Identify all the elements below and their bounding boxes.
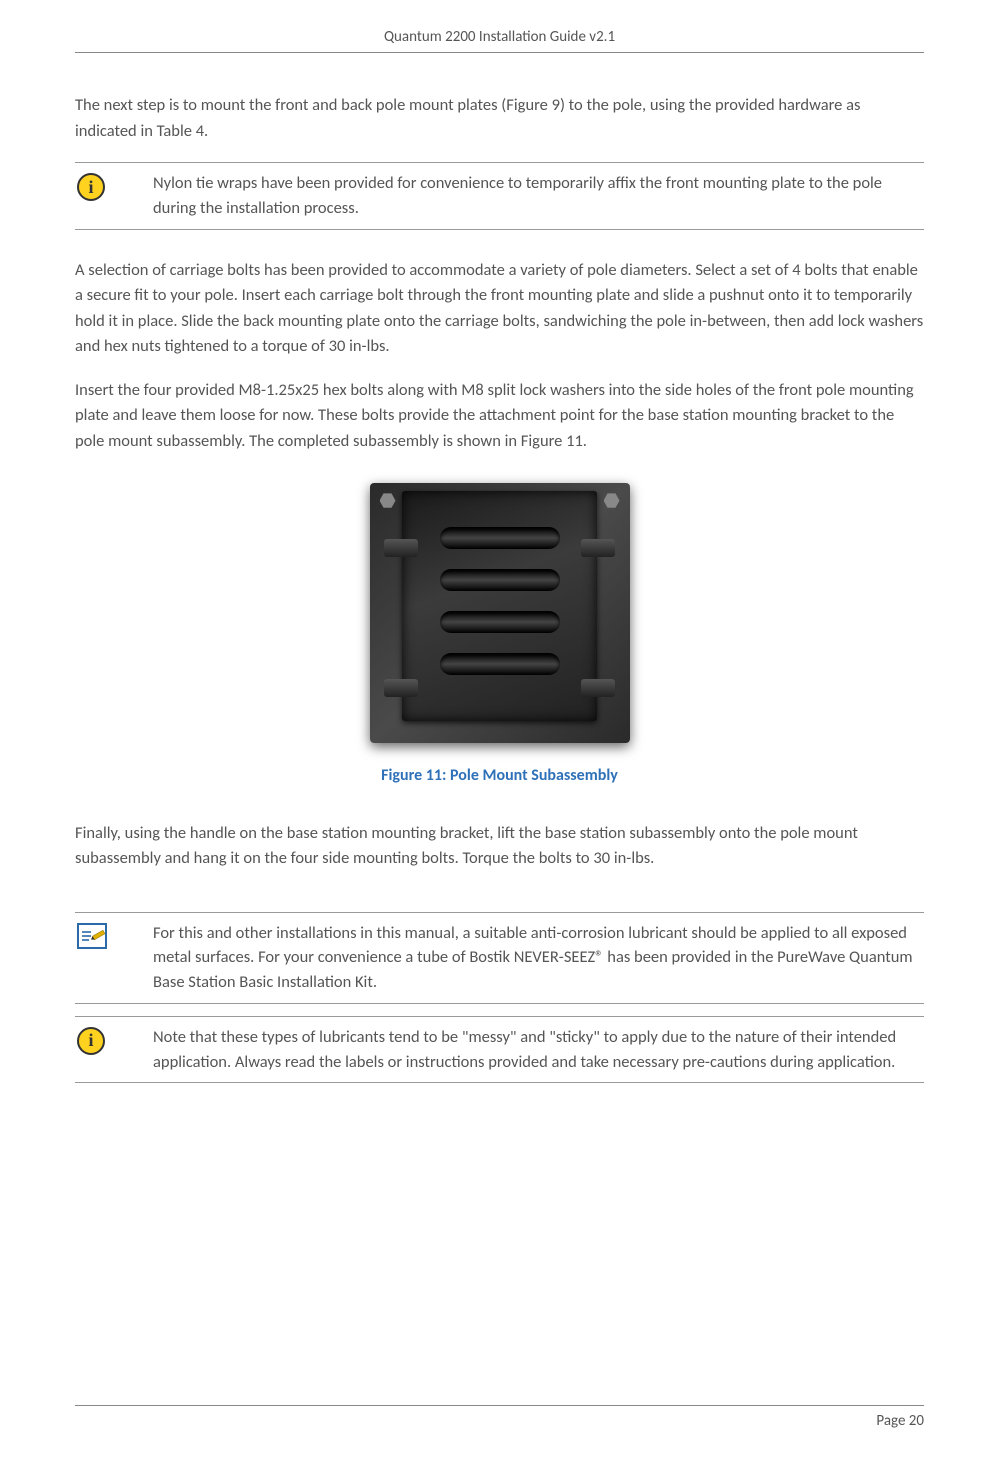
mount-slot xyxy=(440,611,560,633)
page-footer: Page 20 xyxy=(75,1405,924,1430)
figure-11: Figure 11: Pole Mount Subassembly xyxy=(75,473,924,785)
note-icon xyxy=(77,923,107,949)
info-icon: i xyxy=(77,173,105,201)
header-title: Quantum 2200 Installation Guide v2.1 xyxy=(384,28,615,46)
mount-slot xyxy=(440,527,560,549)
mount-slot xyxy=(440,653,560,675)
callout-text-2: For this and other installations in this… xyxy=(153,921,924,995)
subassembly-graphic xyxy=(350,473,650,753)
callout-icon-wrap: i xyxy=(75,1025,153,1055)
info-glyph: i xyxy=(88,177,93,198)
side-bolt xyxy=(581,539,615,557)
info-icon: i xyxy=(77,1027,105,1055)
side-bolt xyxy=(581,679,615,697)
hex-nut xyxy=(604,493,620,509)
callout-info-3: i Note that these types of lubricants te… xyxy=(75,1016,924,1084)
figure-caption: Figure 11: Pole Mount Subassembly xyxy=(75,766,924,785)
page-header: Quantum 2200 Installation Guide v2.1 xyxy=(75,0,924,53)
info-glyph: i xyxy=(88,1030,93,1051)
page-number: Page 20 xyxy=(876,1412,924,1430)
callout-text-1: Nylon tie wraps have been provided for c… xyxy=(153,171,924,221)
callout-text-3: Note that these types of lubricants tend… xyxy=(153,1025,924,1075)
front-plate xyxy=(402,491,597,721)
callout-info-1: i Nylon tie wraps have been provided for… xyxy=(75,162,924,230)
callout-icon-wrap: i xyxy=(75,171,153,201)
callout-icon-wrap xyxy=(75,921,153,949)
paragraph-3: Insert the four provided M8-1.25x25 hex … xyxy=(75,378,924,455)
hex-nut xyxy=(380,493,396,509)
side-bolt xyxy=(384,539,418,557)
side-bolt xyxy=(384,679,418,697)
mount-slot xyxy=(440,569,560,591)
figure-image xyxy=(350,473,650,753)
paragraph-2: A selection of carriage bolts has been p… xyxy=(75,258,924,360)
paragraph-4: Finally, using the handle on the base st… xyxy=(75,821,924,872)
callout-note-2: For this and other installations in this… xyxy=(75,912,924,1004)
paragraph-1: The next step is to mount the front and … xyxy=(75,93,924,144)
document-page: Quantum 2200 Installation Guide v2.1 The… xyxy=(0,0,999,1464)
